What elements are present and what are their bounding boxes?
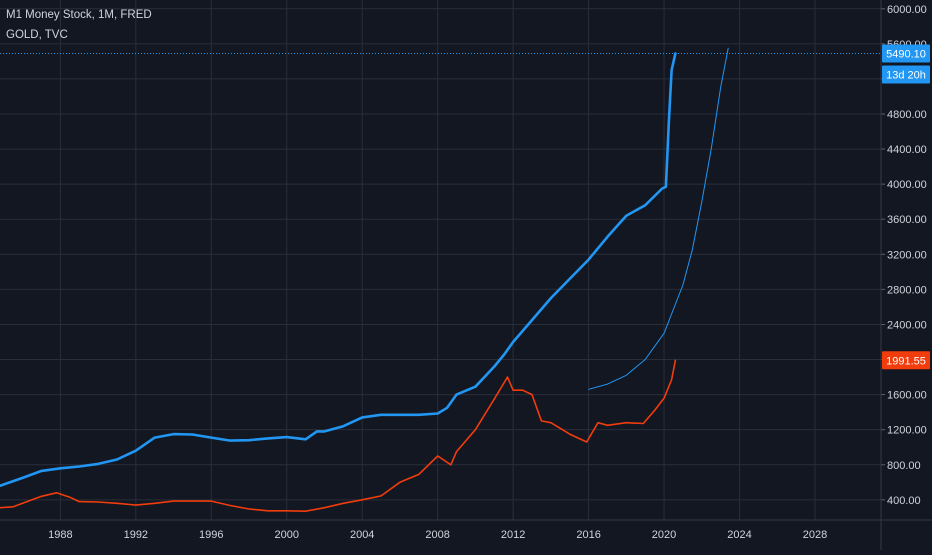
countdown-tag: 13d 20h	[882, 65, 930, 84]
m1-price-tag-label: 5490.10	[886, 48, 926, 60]
x-tick-label: 2028	[803, 529, 827, 541]
y-tick-label: 400.00	[887, 495, 921, 507]
y-tick-label: 4400.00	[887, 144, 927, 156]
countdown-tag-box	[882, 65, 930, 84]
x-tick-label: 2008	[425, 529, 449, 541]
x-tick-label: 1988	[48, 529, 72, 541]
y-tick-label: 800.00	[887, 460, 921, 472]
x-tick-label: 2016	[576, 529, 600, 541]
x-tick-label: 2020	[652, 529, 676, 541]
y-tick-label: 6000.00	[887, 4, 927, 16]
x-tick-label: 1996	[199, 529, 223, 541]
legend-m1-money-stock[interactable]: M1 Money Stock, 1M, FRED	[6, 9, 152, 21]
y-tick-label: 3600.00	[887, 214, 927, 226]
x-tick-label: 2024	[727, 529, 751, 541]
y-tick-label: 3200.00	[887, 249, 927, 261]
m1-price-tag: 5490.10	[882, 44, 930, 63]
series-m1-line	[0, 52, 677, 488]
countdown-tag-label: 13d 20h	[886, 69, 926, 81]
price-tags: 5490.10 13d 20h 1991.55	[882, 44, 930, 370]
legend-gold[interactable]: GOLD, TVC	[6, 29, 68, 41]
y-tick-label: 2400.00	[887, 319, 927, 331]
y-tick-label: 1200.00	[887, 425, 927, 437]
y-tick-label: 4800.00	[887, 109, 927, 121]
m1-price-tag-box	[882, 44, 930, 63]
x-tick-label: 2012	[501, 529, 525, 541]
gold-price-tag-box	[882, 351, 930, 370]
projection-curve	[588, 47, 729, 390]
y-tick-label: 4000.00	[887, 179, 927, 191]
series-gold-line	[0, 359, 677, 512]
grid	[0, 0, 881, 520]
y-tick-label: 1600.00	[887, 390, 927, 402]
x-tick-label: 2004	[350, 529, 374, 541]
series-lines	[0, 47, 729, 512]
gold-price-tag-label: 1991.55	[886, 355, 926, 367]
x-tick-label: 2000	[275, 529, 299, 541]
x-tick-label: 1992	[124, 529, 148, 541]
y-tick-label: 2800.00	[887, 284, 927, 296]
gold-price-tag: 1991.55	[882, 351, 930, 370]
